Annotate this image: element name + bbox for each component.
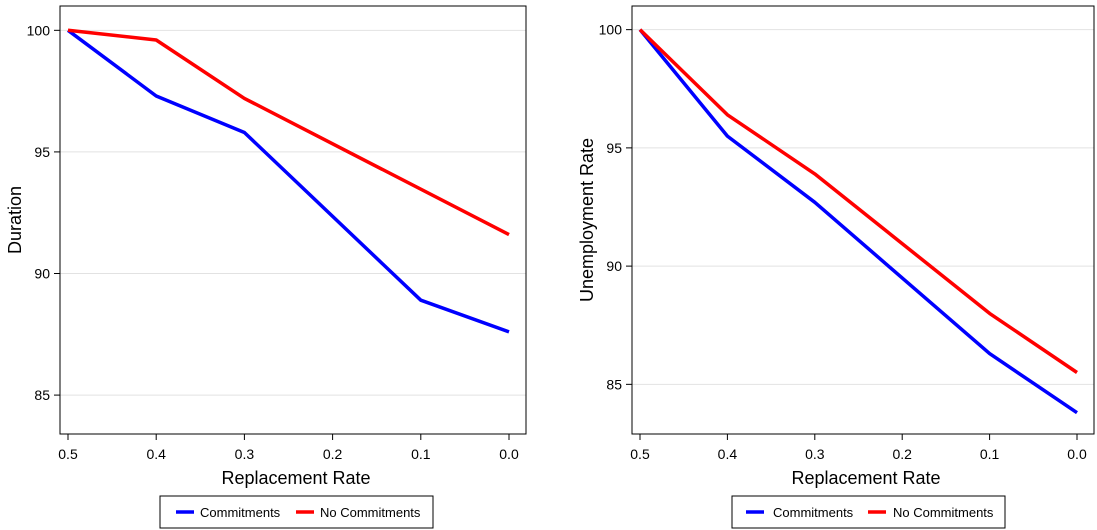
x-tick-label: 0.0 bbox=[1067, 446, 1087, 462]
x-tick-label: 0.0 bbox=[499, 446, 519, 462]
series-line-commitments bbox=[66, 28, 510, 334]
x-axis-title: Replacement Rate bbox=[791, 468, 940, 488]
unemployment-rate-chart: 85 90 95 100 0.5 0.4 0.3 0.2 0.1 0.0 Replacement R… bbox=[577, 5, 1095, 529]
x-tick-label: 0.1 bbox=[980, 446, 1000, 462]
x-tick-label: 0.3 bbox=[805, 446, 825, 462]
y-tick-label: 100 bbox=[599, 22, 623, 38]
legend: Commitments No Commitments bbox=[159, 495, 434, 529]
y-tick-label: 95 bbox=[606, 140, 622, 156]
plot-frame bbox=[59, 5, 527, 435]
x-axis-title: Replacement Rate bbox=[221, 468, 370, 488]
y-tick-label: 100 bbox=[27, 22, 51, 38]
y-tick-label: 90 bbox=[606, 258, 622, 274]
y-tick-label: 90 bbox=[34, 266, 50, 282]
legend: Commitments No Commitments bbox=[731, 495, 1006, 529]
x-tick-label: 0.5 bbox=[58, 446, 78, 462]
legend-label: No Commitments bbox=[893, 505, 994, 520]
series-line-commitments bbox=[638, 28, 1078, 415]
legend-label: Commitments bbox=[773, 505, 854, 520]
y-tick-label: 85 bbox=[606, 376, 622, 392]
legend-label: No Commitments bbox=[320, 505, 421, 520]
series-line-no-commitments bbox=[638, 28, 1078, 374]
x-tick-label: 0.4 bbox=[146, 446, 166, 462]
plot-frame bbox=[631, 5, 1095, 435]
x-tick-label: 0.2 bbox=[892, 446, 912, 462]
x-tick-label: 0.2 bbox=[323, 446, 343, 462]
x-tick-label: 0.4 bbox=[718, 446, 738, 462]
y-axis-title: Unemployment Rate bbox=[577, 138, 597, 302]
y-tick-label: 85 bbox=[34, 387, 50, 403]
y-axis-title: Duration bbox=[5, 186, 25, 254]
x-tick-label: 0.3 bbox=[235, 446, 255, 462]
series-line-no-commitments bbox=[67, 28, 510, 237]
x-tick-label: 0.5 bbox=[630, 446, 650, 462]
y-tick-label: 95 bbox=[34, 144, 50, 160]
x-tick-label: 0.1 bbox=[411, 446, 431, 462]
legend-label: Commitments bbox=[200, 505, 281, 520]
duration-chart: 85 90 95 100 0.5 0.4 0.3 0.2 0.1 0.0 Replacement R… bbox=[5, 5, 527, 529]
